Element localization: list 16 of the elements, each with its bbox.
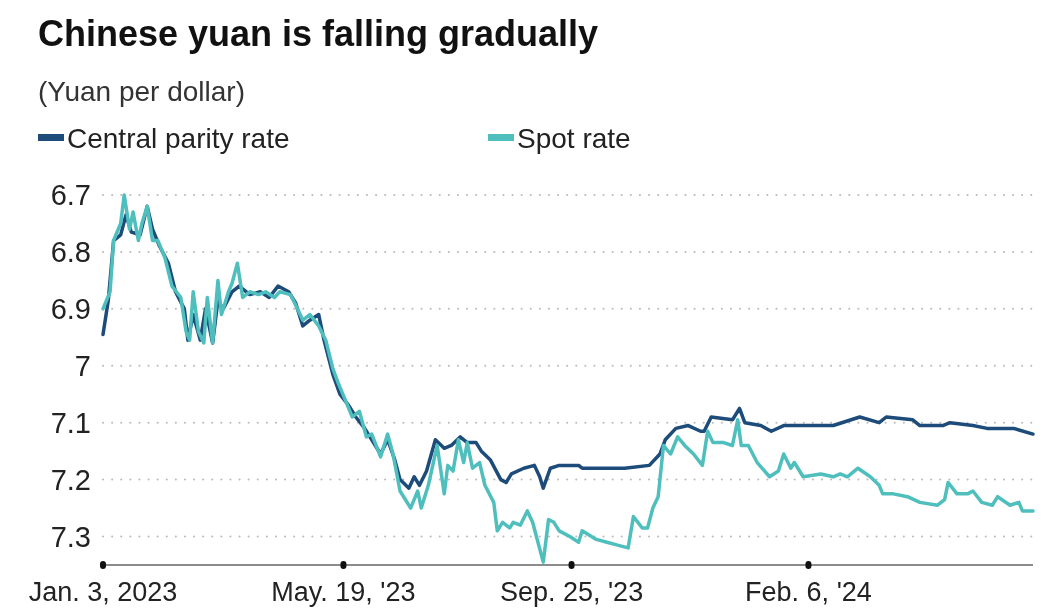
x-tick-label: Sep. 25, '23 xyxy=(499,577,644,607)
legend-label: Central parity rate xyxy=(67,123,290,154)
x-tick-label: Jan. 3, 2023 xyxy=(28,577,178,607)
y-tick-label: 7 xyxy=(74,349,91,382)
line-series xyxy=(101,193,1035,564)
y-tick-label: 6.7 xyxy=(50,179,91,211)
y-tick-label: 7.2 xyxy=(50,463,91,496)
chart-title: Chinese yuan is falling gradually xyxy=(38,13,599,54)
y-tick-label: 7.3 xyxy=(50,520,91,553)
y-tick-label: 6.8 xyxy=(50,235,91,268)
y-tick-label: 7.1 xyxy=(50,406,91,439)
x-tick-label: May. 19, '23 xyxy=(271,577,416,607)
y-tick-label: 6.9 xyxy=(50,292,91,325)
chart-subtitle: (Yuan per dollar) xyxy=(38,76,246,107)
x-tick-label: Feb. 6, '24 xyxy=(745,577,872,607)
legend-label: Spot rate xyxy=(517,123,631,154)
